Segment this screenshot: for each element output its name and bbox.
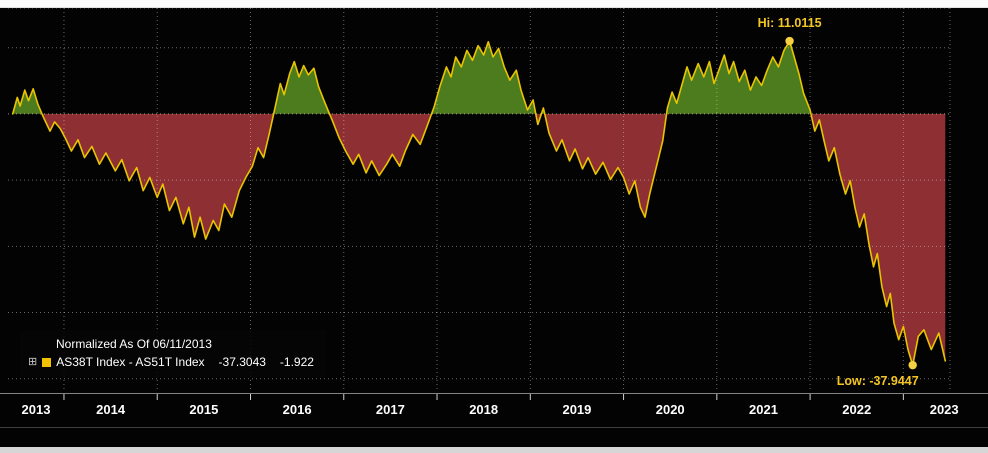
x-axis-year-label: 2016: [283, 402, 312, 417]
series-label: AS38T Index - AS51T Index: [56, 355, 205, 369]
series-last-value: -37.3043: [218, 355, 266, 369]
low-label: Low: -37.9447: [837, 374, 919, 388]
x-axis-year-label: 2017: [376, 402, 405, 417]
series-change-value: -1.922: [279, 355, 314, 369]
x-axis-year-label: 2015: [189, 402, 218, 417]
hi-label: Hi: 11.0115: [758, 16, 822, 30]
normalized-as-of-label: Normalized As Of 06/11/2013: [56, 337, 212, 351]
x-axis-year-label: 2013: [22, 402, 51, 417]
area-negative: [42, 113, 946, 366]
low-marker: [908, 360, 917, 370]
series-color-swatch: [42, 357, 52, 367]
x-axis: [0, 393, 988, 428]
chart-legend: Normalized As Of 06/11/2013 ⊞ AS38T Inde…: [20, 330, 326, 377]
x-axis-year-label: 2023: [930, 402, 959, 417]
window-top-edge: [0, 0, 988, 8]
spread-line: [11, 40, 947, 366]
legend-expand-icon[interactable]: ⊞: [28, 355, 38, 368]
x-axis-year-label: 2022: [842, 402, 871, 417]
x-axis-year-label: 2020: [656, 402, 685, 417]
hi-marker: [785, 36, 794, 46]
window-bottom-edge: [0, 447, 988, 453]
x-axis-year-label: 2019: [562, 402, 591, 417]
area-positive: [12, 41, 946, 114]
x-axis-year-label: 2021: [749, 402, 778, 417]
x-axis-year-label: 2018: [469, 402, 498, 417]
gridlines: [8, 7, 951, 392]
x-axis-year-label: 2014: [96, 402, 126, 417]
